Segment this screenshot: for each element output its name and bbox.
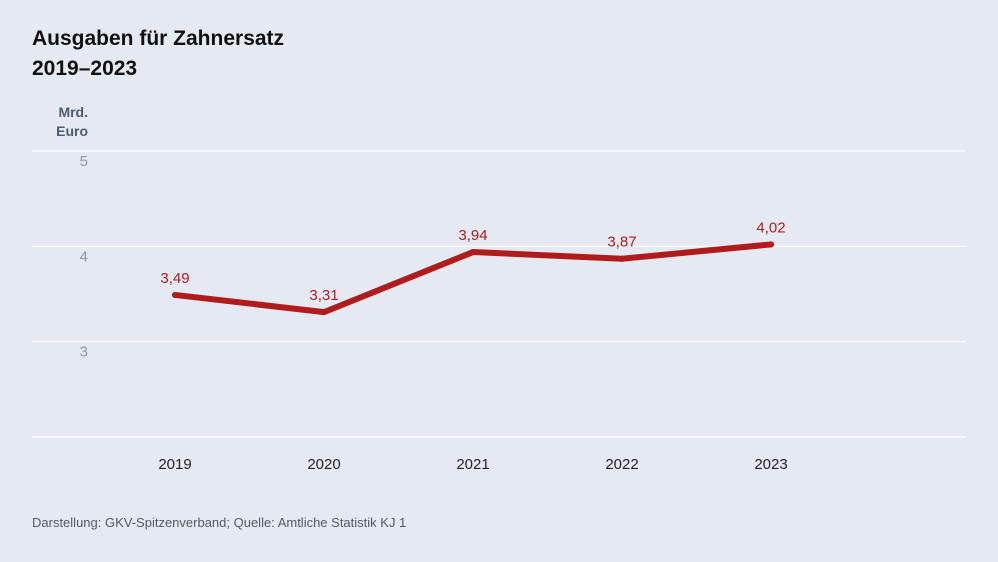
chart-subtitle: 2019–2023 — [32, 57, 138, 80]
data-point — [470, 249, 476, 256]
y-tick-label: 4 — [80, 248, 88, 265]
y-axis-unit-line-1: Mrd. — [58, 104, 88, 120]
x-tick-label: 2021 — [456, 456, 489, 473]
x-tick-label: 2022 — [605, 456, 638, 473]
y-axis-unit-line-2: Euro — [56, 123, 88, 139]
data-point — [321, 309, 327, 316]
data-point — [768, 241, 774, 248]
y-axis-unit-label: Mrd. Euro — [38, 103, 88, 141]
data-label: 3,49 — [160, 270, 189, 287]
chart-title: Ausgaben für Zahnersatz — [32, 27, 285, 50]
data-point — [172, 291, 178, 298]
x-tick-label: 2020 — [307, 456, 340, 473]
y-tick-label: 5 — [80, 153, 88, 170]
x-tick-label: 2019 — [158, 456, 191, 473]
y-tick-label: 3 — [80, 344, 88, 361]
data-point — [619, 255, 625, 262]
x-tick-label: 2023 — [754, 456, 787, 473]
chart-title-block: Ausgaben für Zahnersatz 2019–2023 — [32, 24, 284, 84]
data-label: 3,87 — [607, 234, 636, 251]
data-label: 3,94 — [458, 227, 487, 244]
source-note: Darstellung: GKV-Spitzenverband; Quelle:… — [32, 515, 407, 530]
data-label: 3,31 — [309, 287, 338, 304]
data-label: 4,02 — [756, 219, 785, 236]
